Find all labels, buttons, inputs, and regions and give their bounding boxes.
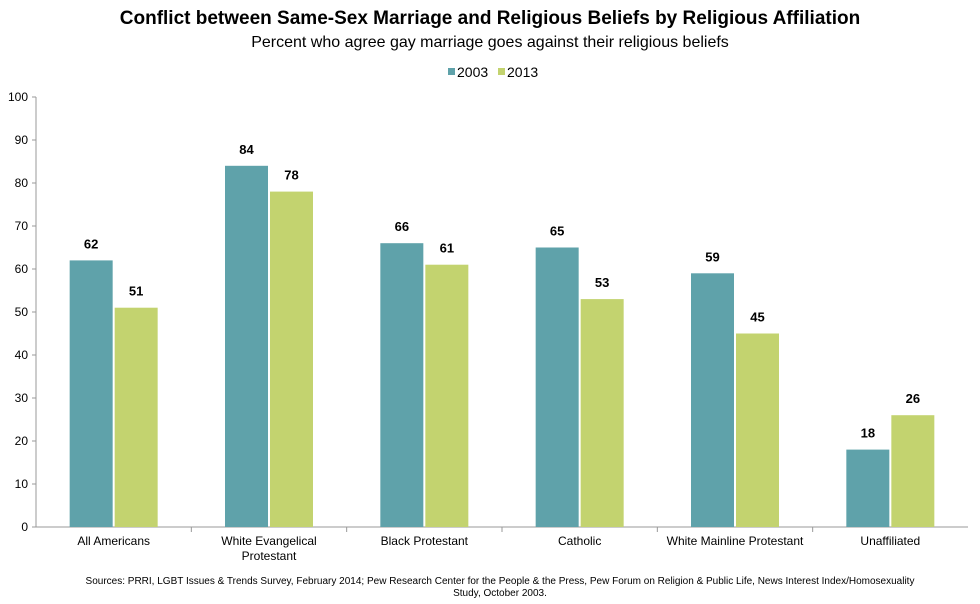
bar-2013	[270, 191, 313, 527]
data-label: 78	[284, 168, 298, 183]
source-note: Sources: PRRI, LGBT Issues & Trends Surv…	[85, 576, 915, 599]
data-label: 61	[440, 241, 454, 256]
legend-label: 2013	[507, 64, 538, 80]
legend-swatch-2003	[448, 68, 455, 75]
data-label: 26	[906, 391, 920, 406]
bar-2003	[535, 247, 579, 527]
data-label: 84	[239, 142, 254, 157]
y-tick-label: 50	[15, 305, 29, 319]
category-label: Black Protestant	[381, 534, 469, 548]
data-label: 51	[129, 284, 143, 299]
y-tick-label: 90	[15, 133, 29, 147]
category-label: All Americans	[77, 534, 150, 548]
data-label: 66	[395, 219, 409, 234]
y-tick-label: 20	[15, 434, 29, 448]
bar-2013	[425, 264, 469, 527]
y-tick-label: 70	[15, 219, 29, 233]
bar-2013	[891, 415, 935, 527]
bar-2013	[580, 299, 624, 527]
category-label: Catholic	[558, 534, 601, 548]
data-label: 18	[861, 426, 875, 441]
data-label: 65	[550, 224, 564, 239]
bar-2013	[736, 333, 779, 527]
y-tick-label: 80	[15, 176, 29, 190]
data-label: 45	[750, 310, 764, 325]
bar-2003	[69, 260, 113, 527]
y-tick-label: 60	[15, 262, 29, 276]
y-tick-label: 100	[8, 90, 28, 104]
y-tick-label: 30	[15, 391, 29, 405]
bar-2003	[380, 243, 424, 527]
category-label: White Mainline Protestant	[667, 534, 804, 548]
chart-subtitle: Percent who agree gay marriage goes agai…	[251, 34, 729, 51]
legend-label: 2003	[457, 64, 488, 80]
y-tick-label: 10	[15, 477, 29, 491]
data-label: 59	[705, 249, 719, 264]
category-label: White Evangelical	[221, 534, 316, 548]
y-tick-label: 0	[21, 520, 28, 534]
data-label: 53	[595, 275, 609, 290]
bar-2013	[114, 307, 158, 527]
bar-2003	[225, 165, 268, 528]
bar-2003	[846, 449, 890, 527]
data-label: 62	[84, 236, 98, 251]
category-label: Unaffiliated	[860, 534, 920, 548]
y-tick-label: 40	[15, 348, 29, 362]
bar-2003	[691, 273, 734, 527]
legend-swatch-2013	[498, 68, 505, 75]
chart-title: Conflict between Same-Sex Marriage and R…	[119, 8, 861, 29]
category-label: Protestant	[242, 549, 297, 563]
